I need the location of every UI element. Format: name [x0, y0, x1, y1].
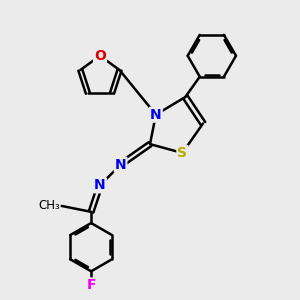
Text: N: N [150, 108, 162, 122]
Text: N: N [115, 158, 126, 172]
Text: N: N [94, 178, 106, 192]
Text: O: O [94, 49, 106, 63]
Text: CH₃: CH₃ [38, 200, 60, 212]
Text: F: F [86, 278, 96, 292]
Text: S: S [177, 146, 188, 160]
